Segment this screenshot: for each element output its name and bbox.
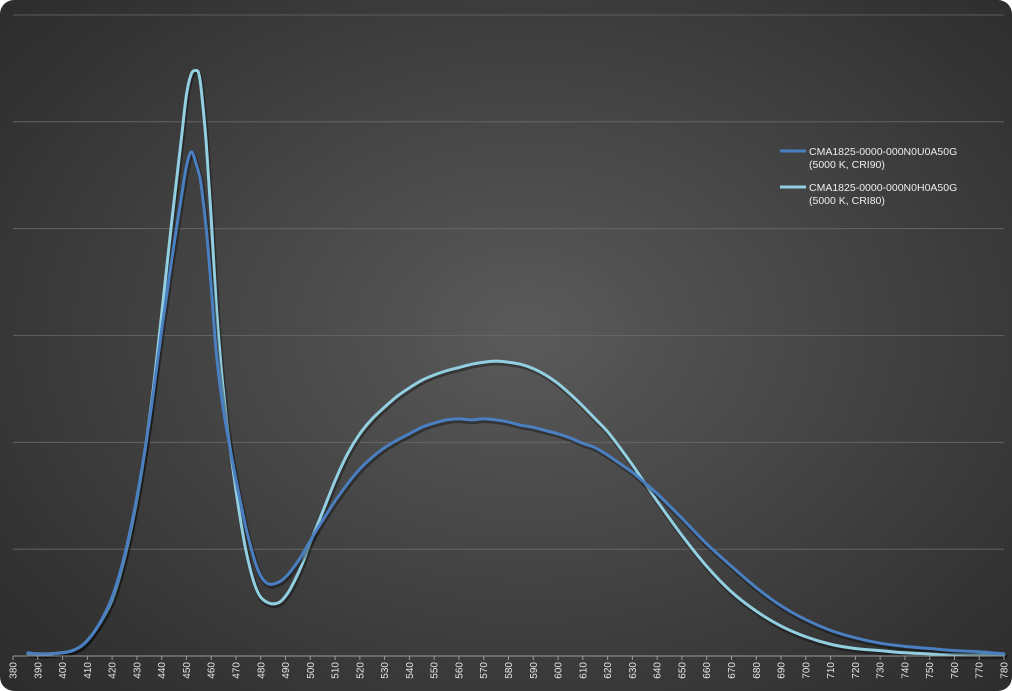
x-tick-label: 730 [876, 662, 887, 679]
x-axis-ticks: 380 390 400 410 420 430 440 450 460 470 480 490 500 5… [9, 656, 1011, 679]
x-tick-label: 670 [727, 662, 738, 679]
x-tick-label: 550 [430, 662, 441, 679]
x-tick-label: 460 [207, 662, 218, 679]
x-tick-label: 700 [801, 662, 812, 679]
x-tick-label: 580 [504, 662, 515, 679]
x-tick-label: 390 [33, 662, 44, 679]
x-tick-label: 770 [975, 662, 986, 679]
x-tick-label: 530 [380, 662, 391, 679]
x-tick-label: 570 [479, 662, 490, 679]
x-tick-label: 380 [9, 662, 20, 679]
x-tick-label: 640 [653, 662, 664, 679]
x-tick-label: 600 [554, 662, 565, 679]
x-tick-label: 620 [603, 662, 614, 679]
x-tick-label: 430 [132, 662, 143, 679]
legend-name-cri80: CMA1825-0000-000N0H0A50G [809, 182, 957, 194]
legend-label-cri80: CMA1825-0000-000N0H0A50G (5000 K, CRI80) [809, 182, 960, 207]
x-tick-label: 510 [331, 662, 342, 679]
legend-label-cri90: CMA1825-0000-000N0U0A50G (5000 K, CRI90) [809, 146, 960, 171]
x-tick-label: 520 [355, 662, 366, 679]
x-tick-label: 420 [108, 662, 119, 679]
x-tick-label: 690 [777, 662, 788, 679]
legend-sublabel-cri80: (5000 K, CRI80) [809, 195, 885, 207]
x-tick-label: 630 [628, 662, 639, 679]
x-tick-label: 470 [231, 662, 242, 679]
x-tick-label: 490 [281, 662, 292, 679]
x-tick-label: 780 [1000, 662, 1011, 679]
series-line-cri90 [26, 150, 1006, 656]
x-tick-label: 710 [826, 662, 837, 679]
x-tick-label: 740 [900, 662, 911, 679]
x-tick-label: 650 [677, 662, 688, 679]
gridlines [13, 14, 1004, 550]
x-tick-label: 450 [182, 662, 193, 679]
x-tick-label: 590 [529, 662, 540, 679]
legend-name-cri90: CMA1825-0000-000N0U0A50G [809, 146, 957, 158]
x-tick-label: 680 [752, 662, 763, 679]
x-tick-label: 750 [925, 662, 936, 679]
x-tick-label: 610 [578, 662, 589, 679]
x-tick-label: 660 [702, 662, 713, 679]
x-tick-label: 720 [851, 662, 862, 679]
x-tick-label: 480 [256, 662, 267, 679]
series-lines [26, 68, 1008, 660]
x-tick-label: 400 [58, 662, 69, 679]
legend: CMA1825-0000-000N0U0A50G (5000 K, CRI90)… [780, 146, 960, 207]
x-tick-label: 500 [306, 662, 317, 679]
x-tick-label: 540 [405, 662, 416, 679]
x-tick-label: 560 [454, 662, 465, 679]
x-tick-label: 410 [83, 662, 94, 679]
legend-sublabel-cri90: (5000 K, CRI90) [809, 159, 885, 171]
x-tick-label: 760 [950, 662, 961, 679]
x-tick-label: 440 [157, 662, 168, 679]
